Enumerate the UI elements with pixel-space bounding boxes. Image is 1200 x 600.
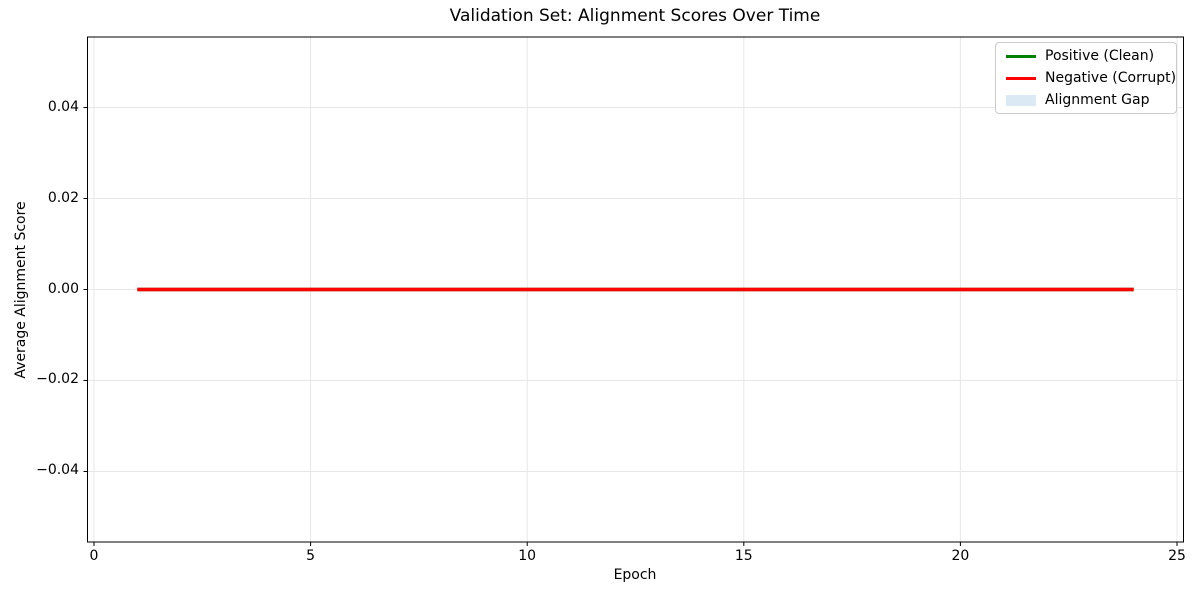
legend-patch-swatch-lightblue (1006, 94, 1036, 106)
y-tick-label: −0.02 (36, 371, 79, 388)
legend: Positive (Clean) Negative (Corrupt) Alig… (995, 42, 1177, 114)
y-tick-label: −0.04 (36, 462, 79, 479)
legend-item-positive-clean: Positive (Clean) (996, 45, 1176, 67)
x-tick-label: 25 (1168, 548, 1186, 564)
x-tick-label: 0 (89, 548, 99, 564)
chart-title: Validation Set: Alignment Scores Over Ti… (449, 6, 821, 26)
x-tick-label: 5 (306, 548, 316, 564)
legend-label: Negative (Corrupt) (1045, 70, 1177, 86)
legend-label: Alignment Gap (1045, 92, 1150, 108)
x-tick-label: 20 (951, 548, 970, 564)
legend-line-swatch-green (1006, 54, 1036, 58)
x-tick-label: 10 (518, 548, 537, 564)
y-tick-label: 0.00 (47, 280, 79, 297)
legend-item-alignment-gap: Alignment Gap (996, 89, 1176, 111)
x-tick-label: 15 (734, 548, 753, 564)
legend-line-swatch-red (1006, 76, 1036, 80)
legend-label: Positive (Clean) (1045, 48, 1155, 64)
y-tick-label: 0.04 (47, 98, 79, 115)
legend-item-negative-corrupt: Negative (Corrupt) (996, 67, 1176, 89)
x-axis-label: Epoch (613, 567, 657, 583)
y-tick-label: 0.02 (47, 189, 79, 206)
